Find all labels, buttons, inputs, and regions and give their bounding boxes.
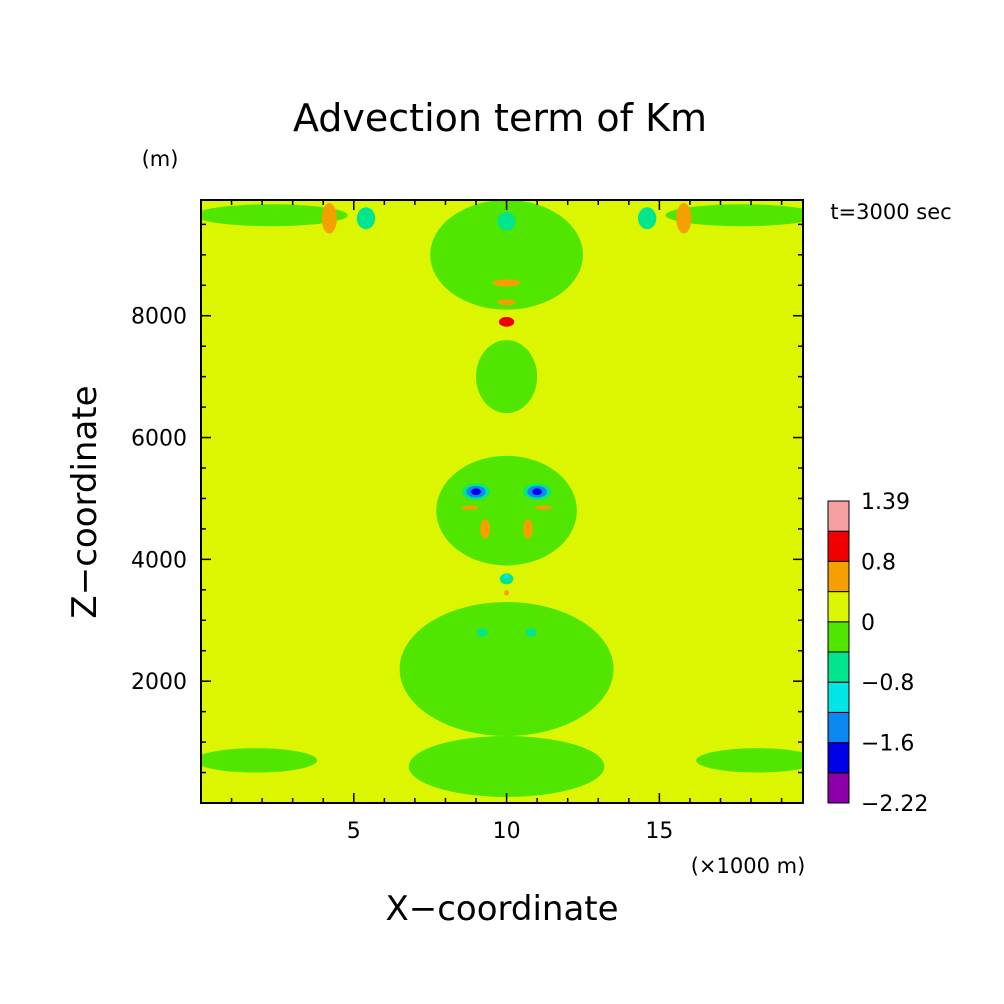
colorbar-swatch <box>827 772 850 804</box>
x-tick-label: 5 <box>347 819 361 844</box>
chart-title: Advection term of Km <box>293 96 707 140</box>
contour-feature-28 <box>503 573 510 579</box>
contour-feature-27 <box>499 573 514 585</box>
colorbar-swatch <box>827 500 850 532</box>
contour-feature-5 <box>201 204 348 227</box>
plot-area <box>201 200 803 803</box>
x-axis-label: X−coordinate <box>385 889 618 929</box>
contour-feature-3 <box>399 602 614 736</box>
colorbar-label: −0.8 <box>861 671 914 696</box>
colorbar-label: 1.39 <box>861 490 910 515</box>
contour-feature-8 <box>696 748 803 773</box>
contour-feature-10 <box>676 203 692 234</box>
colorbar-swatch <box>827 651 850 683</box>
contour-feature-29 <box>504 590 510 596</box>
contour-feature-6 <box>665 204 803 227</box>
colorbar-swatch <box>827 711 850 744</box>
colorbar-swatch <box>827 560 850 593</box>
colorbar-swatch <box>827 681 850 713</box>
y-axis-label: Z−coordinate <box>65 385 105 618</box>
contour-feature-14 <box>492 279 521 287</box>
colorbar-swatch <box>827 742 850 774</box>
contour-feature-1 <box>476 340 538 414</box>
contour-feature-12 <box>637 207 657 230</box>
colorbar-label: 0 <box>861 611 875 636</box>
contour-feature-23 <box>461 505 479 510</box>
y-tick-label: 2000 <box>131 670 187 695</box>
colorbar-swatch <box>827 530 850 562</box>
contour-feature-30 <box>476 628 488 637</box>
contour-feature-15 <box>497 299 516 306</box>
contour-feature-22 <box>532 488 543 496</box>
colorbar-label: 0.8 <box>861 550 896 575</box>
contour-feature-16 <box>498 316 515 327</box>
y-tick-label: 6000 <box>131 427 187 452</box>
colorbar-swatch <box>827 621 850 653</box>
contour-feature-11 <box>356 207 376 230</box>
x-tick-label: 10 <box>493 819 521 844</box>
contour-feature-7 <box>201 748 318 773</box>
contour-feature-31 <box>525 628 537 637</box>
colorbar-label: −2.22 <box>861 792 928 817</box>
contour-feature-13 <box>497 212 516 231</box>
contour-features <box>201 200 803 797</box>
contour-feature-2 <box>436 455 577 566</box>
colorbar-label: −1.6 <box>861 732 914 757</box>
contour-feature-9 <box>321 203 337 234</box>
y-tick-label: 8000 <box>131 305 187 330</box>
x-axis-ticks: 5 10 15 <box>230 200 783 844</box>
contour-feature-4 <box>408 736 605 797</box>
x-unit-label: (×1000 m) <box>691 854 806 878</box>
plot-frame <box>200 199 804 804</box>
y-unit-label: (m) <box>142 147 179 171</box>
colorbar: −2.22 −1.6 −0.8 0 0.8 1.39 <box>827 490 928 817</box>
contour-feature-26 <box>523 519 533 539</box>
contour-feature-21 <box>471 488 481 496</box>
y-axis-ticks: 2000 4000 6000 8000 <box>131 223 803 774</box>
contour-feature-25 <box>480 519 491 539</box>
contour-feature-24 <box>534 505 552 510</box>
contour-feature-0 <box>430 200 583 310</box>
x-tick-label: 15 <box>645 819 673 844</box>
y-tick-label: 4000 <box>131 548 187 573</box>
time-label: t=3000 sec <box>830 200 951 224</box>
colorbar-swatch <box>827 591 850 623</box>
